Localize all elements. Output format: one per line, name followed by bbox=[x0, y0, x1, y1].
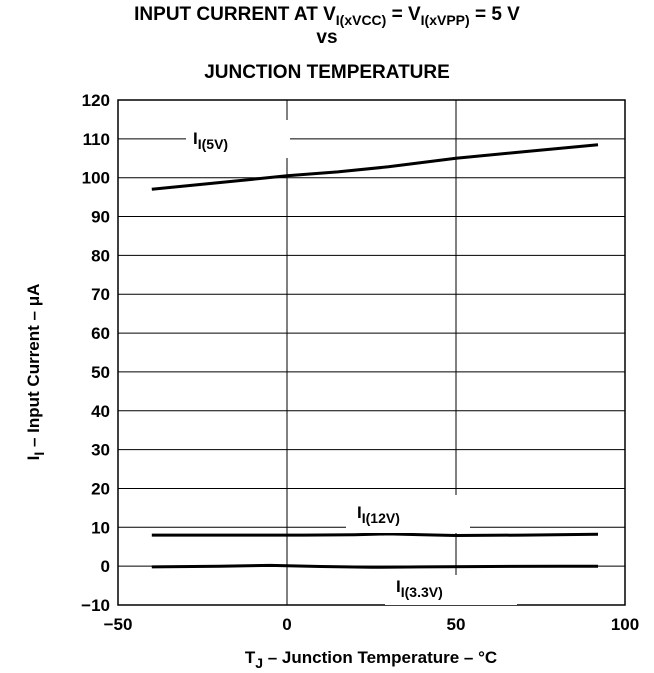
y-tick-label: 100 bbox=[82, 169, 110, 188]
y-tick-label: 50 bbox=[91, 363, 110, 382]
y-tick-label: 10 bbox=[91, 518, 110, 537]
chart-title-line3: JUNCTION TEMPERATURE bbox=[204, 62, 450, 83]
series-lines bbox=[151, 143, 599, 569]
plot-frame bbox=[117, 99, 626, 606]
chart-title-line1: INPUT CURRENT AT VI(xVCC) = VI(xVPP) = 5… bbox=[134, 4, 520, 28]
y-tick-label: 80 bbox=[91, 246, 110, 265]
y-tick-label: 70 bbox=[91, 285, 110, 304]
y-tick-label: 110 bbox=[83, 130, 110, 149]
y-tick-label: 0 bbox=[101, 557, 110, 576]
y-tick-label: 90 bbox=[91, 208, 110, 227]
series-line-0 bbox=[151, 143, 599, 191]
label-bg-12v bbox=[346, 495, 470, 533]
y-tick-label: 40 bbox=[91, 402, 110, 421]
tick-labels: −10 0 10 20 30 40 50 60 70 80 90 100 110 120 −50 0 50 100 bbox=[81, 91, 639, 634]
series-label-5v: II(5V) bbox=[193, 129, 228, 152]
x-tick-label: 50 bbox=[447, 615, 466, 634]
y-tick-label: 120 bbox=[82, 91, 110, 110]
x-tick-label: −50 bbox=[104, 615, 133, 634]
x-axis-label: TJ – Junction Temperature – °C bbox=[245, 648, 497, 671]
series-line-2 bbox=[151, 563, 598, 569]
y-tick-label: −10 bbox=[81, 596, 110, 615]
y-axis-label: II – Input Current – μA bbox=[24, 284, 47, 461]
series-label-3v3: II(3.3V) bbox=[396, 577, 443, 600]
y-tick-label: 20 bbox=[91, 479, 110, 498]
y-tick-label: 30 bbox=[91, 441, 110, 460]
series-label-12v: II(12V) bbox=[357, 503, 400, 526]
chart-title-line2: vs bbox=[316, 27, 338, 48]
y-tick-label: 60 bbox=[91, 324, 110, 343]
x-tick-label: 0 bbox=[282, 615, 291, 634]
x-tick-label: 100 bbox=[611, 615, 639, 634]
label-bg-3v3 bbox=[385, 575, 517, 605]
series-line-1 bbox=[151, 532, 599, 537]
label-bg-5v bbox=[186, 120, 290, 158]
